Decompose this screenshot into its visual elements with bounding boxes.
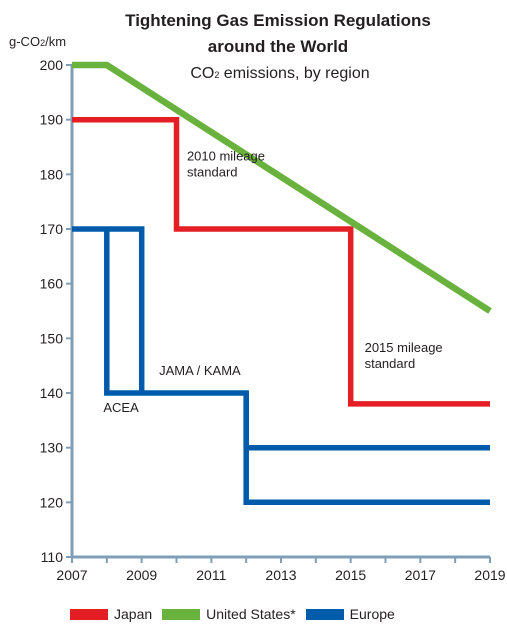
annotation-label: JAMA / KAMA: [159, 363, 241, 378]
series-group: [72, 61, 492, 506]
legend-label-europe: Europe: [349, 606, 395, 622]
chart-subtitle: CO2 emissions, by region: [190, 65, 369, 82]
chart-plot: Tightening Gas Emission Regulations arou…: [9, 11, 506, 583]
y-axis-unit-label: g-CO2/km: [9, 34, 66, 49]
y-tick-label: 180: [40, 166, 64, 182]
y-tick-label: 160: [40, 276, 64, 292]
legend-item-japan: Japan: [70, 606, 152, 622]
x-tick-label: 2007: [56, 567, 87, 583]
y-tick-label: 150: [40, 330, 64, 346]
y-tick-label: 190: [40, 112, 64, 128]
x-tick-label: 2013: [265, 567, 296, 583]
legend-label-united-states: United States*: [206, 606, 296, 622]
legend-swatch-europe: [305, 608, 344, 620]
x-tick-label: 2009: [126, 567, 157, 583]
annotation-label: 2010 mileage standard: [187, 149, 265, 180]
chart-title-line1: Tightening Gas Emission Regulations: [125, 11, 431, 30]
y-tick-label: 130: [40, 440, 64, 456]
chart-title-line2: around the World: [208, 37, 348, 56]
legend: Japan United States* Europe: [70, 606, 405, 622]
annotation-label: ACEA: [103, 400, 139, 415]
y-tick-label: 140: [40, 385, 64, 401]
y-tick-label: 110: [41, 549, 64, 565]
legend-item-europe: Europe: [305, 606, 395, 622]
x-tick-label: 2017: [405, 567, 436, 583]
legend-item-united-states: United States*: [162, 606, 296, 622]
legend-swatch-japan: [70, 608, 108, 620]
annotation-label: 2015 mileage standard: [365, 340, 443, 371]
y-tick-label: 200: [40, 57, 64, 73]
series-line-europe-step-4: [243, 393, 490, 506]
legend-swatch-united-states: [162, 608, 201, 620]
y-tick-label: 120: [40, 494, 64, 510]
series-line-europe-step-3: [104, 229, 490, 451]
x-tick-label: 2011: [196, 567, 226, 583]
series-line-united-states: [72, 61, 492, 314]
axes: 110 120 130 140 150 160 170 180 190 200 2007 2009 20…: [40, 57, 506, 583]
y-tick-label: 170: [40, 221, 64, 237]
annotations-group: 2010 mileage standard 2015 mileage standard…: [103, 149, 442, 415]
legend-label-japan: Japan: [114, 606, 153, 622]
x-tick-label: 2019: [474, 567, 505, 583]
x-tick-label: 2015: [335, 567, 366, 583]
series-line-europe: [72, 226, 145, 393]
series-line-japan: [72, 116, 490, 407]
